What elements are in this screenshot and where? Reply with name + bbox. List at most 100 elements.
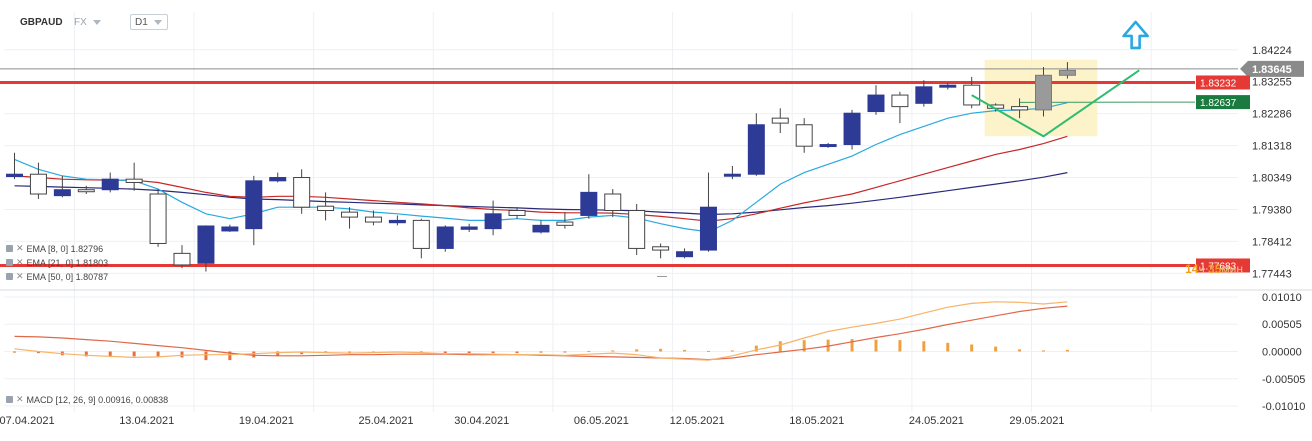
candle-body[interactable]	[222, 227, 238, 231]
candle[interactable]	[222, 225, 238, 232]
instrument-type[interactable]: FX	[74, 14, 101, 30]
candle[interactable]	[246, 176, 262, 245]
candle-body[interactable]	[1035, 75, 1051, 110]
candle-body[interactable]	[150, 194, 166, 243]
candle-body[interactable]	[389, 220, 405, 222]
candle-body[interactable]	[748, 125, 764, 174]
ema50-line	[15, 173, 1068, 215]
timer-hours-unit: ч	[1198, 262, 1204, 276]
candle-body[interactable]	[820, 145, 836, 147]
candle[interactable]	[796, 118, 812, 153]
candle-body[interactable]	[246, 181, 262, 229]
candle-body[interactable]	[844, 113, 860, 144]
candle[interactable]	[342, 207, 358, 228]
candle[interactable]	[868, 85, 884, 115]
candle-body[interactable]	[78, 190, 94, 192]
candle-body[interactable]	[724, 174, 740, 176]
x-tick-label: 07.04.2021	[0, 415, 55, 427]
candle[interactable]	[485, 201, 501, 236]
candle-body[interactable]	[318, 206, 334, 210]
candle-body[interactable]	[54, 190, 70, 196]
candle-body[interactable]	[461, 227, 477, 229]
candle[interactable]	[677, 248, 693, 258]
candle-body[interactable]	[294, 178, 310, 208]
candle-body[interactable]	[653, 247, 669, 250]
candle-body[interactable]	[365, 217, 381, 222]
settings-icon[interactable]	[6, 245, 13, 252]
candle-body[interactable]	[581, 192, 597, 215]
candle[interactable]	[126, 163, 142, 191]
candle[interactable]	[150, 189, 166, 247]
legend-macd[interactable]: ✕MACD [12, 26, 9] 0.00916, 0.00838	[6, 394, 168, 405]
candle-body[interactable]	[437, 227, 453, 248]
candle[interactable]	[102, 173, 118, 193]
resistance-tag[interactable]: 1.83232	[1196, 75, 1250, 89]
candle[interactable]	[844, 110, 860, 150]
candle-body[interactable]	[605, 194, 621, 210]
candle-body[interactable]	[509, 211, 525, 216]
candle-body[interactable]	[796, 125, 812, 146]
candle[interactable]	[892, 92, 908, 123]
candle[interactable]	[174, 245, 190, 268]
symbol-label[interactable]: GBPAUD	[20, 14, 63, 30]
timeframe-select[interactable]: D1	[130, 14, 168, 30]
level-tag[interactable]: 1.82637	[1196, 95, 1250, 109]
candle-body[interactable]	[700, 207, 716, 250]
candle-body[interactable]	[413, 220, 429, 248]
close-icon[interactable]: ✕	[16, 243, 24, 254]
candle-body[interactable]	[940, 85, 956, 87]
candle-body[interactable]	[892, 95, 908, 107]
candle[interactable]	[748, 113, 764, 176]
candle-body[interactable]	[7, 174, 23, 176]
candle[interactable]	[461, 224, 477, 232]
candle[interactable]	[413, 219, 429, 259]
candle-body[interactable]	[126, 179, 142, 182]
price-tick-label: 1.82286	[1252, 109, 1292, 121]
candle[interactable]	[629, 204, 645, 255]
candle-body[interactable]	[916, 87, 932, 103]
candle-body[interactable]	[557, 222, 573, 225]
candle[interactable]	[653, 243, 669, 258]
legend-ema21[interactable]: ✕EMA [21, 0] 1.81803	[6, 257, 108, 268]
candle[interactable]	[270, 173, 286, 183]
candle[interactable]	[533, 220, 549, 233]
close-icon[interactable]: ✕	[16, 394, 24, 405]
candle-body[interactable]	[1012, 107, 1028, 110]
candle-body[interactable]	[485, 214, 501, 229]
candle-body[interactable]	[342, 212, 358, 217]
candle[interactable]	[581, 174, 597, 219]
candle-body[interactable]	[198, 226, 214, 263]
candle-body[interactable]	[30, 174, 46, 194]
legend-ema8[interactable]: ✕EMA [8, 0] 1.82796	[6, 243, 103, 254]
candle-body[interactable]	[629, 211, 645, 249]
candle-body[interactable]	[102, 179, 118, 190]
candle[interactable]	[820, 143, 836, 148]
close-icon[interactable]: ✕	[16, 257, 24, 268]
candle-body[interactable]	[868, 95, 884, 111]
candle[interactable]	[772, 108, 788, 133]
candle-body[interactable]	[533, 225, 549, 232]
current-price-tag[interactable]: 1.83645	[1240, 61, 1304, 77]
candle[interactable]	[700, 173, 716, 252]
candle[interactable]	[916, 80, 932, 106]
candle-body[interactable]	[270, 178, 286, 181]
candle[interactable]	[437, 225, 453, 251]
legend-ema50[interactable]: ✕EMA [50, 0] 1.80787	[6, 271, 108, 282]
settings-icon[interactable]	[6, 273, 13, 280]
candle-body[interactable]	[677, 252, 693, 257]
candle[interactable]	[389, 215, 405, 225]
settings-icon[interactable]	[6, 259, 13, 266]
candle[interactable]	[294, 169, 310, 214]
candle-body[interactable]	[174, 253, 190, 265]
candle[interactable]	[509, 207, 525, 219]
close-icon[interactable]: ✕	[16, 271, 24, 282]
candle[interactable]	[30, 163, 46, 199]
settings-icon[interactable]	[6, 396, 13, 403]
candle-body[interactable]	[772, 118, 788, 123]
legend-ema21-label: EMA [21, 0] 1.81803	[27, 258, 109, 268]
candle-body[interactable]	[1059, 70, 1075, 75]
candle[interactable]	[7, 153, 23, 179]
macd-bar	[731, 350, 734, 351]
